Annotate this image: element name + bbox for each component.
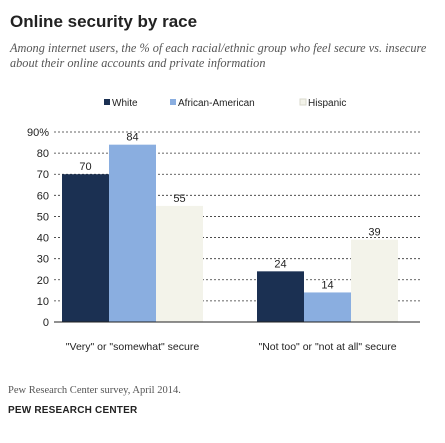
data-label: 84 [126, 132, 138, 144]
y-tick-label: 90% [27, 127, 49, 139]
bar [351, 239, 398, 322]
legend-label: White [112, 98, 138, 109]
legend-label: Hispanic [308, 98, 346, 109]
source-note: Pew Research Center survey, April 2014. [8, 385, 181, 396]
legend-label: African-American [178, 98, 255, 109]
x-category-label: "Not too" or "not at all" secure [258, 341, 396, 353]
data-label: 24 [274, 258, 286, 270]
y-tick-label: 70 [37, 169, 49, 181]
y-tick-label: 80 [37, 148, 49, 160]
y-tick-label: 30 [37, 254, 49, 266]
x-category-label: "Very" or "somewhat" secure [66, 341, 200, 353]
legend: White African-American Hispanic [104, 98, 346, 109]
y-tick-label: 50 [37, 211, 49, 223]
data-label: 39 [368, 227, 380, 239]
organization-name: PEW RESEARCH CENTER [8, 405, 138, 416]
bar-chart: 70 84 55 24 14 39 90% 80 70 60 50 40 30 20 10 0 "Very" … [27, 98, 420, 353]
bar [304, 292, 351, 322]
y-tick-label: 60 [37, 190, 49, 202]
y-tick-label: 20 [37, 275, 49, 287]
bars [62, 144, 398, 322]
bar [257, 271, 304, 322]
legend-swatch [104, 99, 110, 105]
data-label: 55 [173, 193, 185, 205]
chart-subtitle: Among internet users, the % of each raci… [10, 41, 427, 70]
bar [109, 144, 156, 322]
axes: 90% 80 70 60 50 40 30 20 10 0 "Very" or "somewhat"… [27, 127, 420, 353]
data-label: 70 [79, 161, 91, 173]
data-labels: 70 84 55 24 14 39 [79, 132, 380, 292]
legend-swatch [299, 98, 307, 106]
bar [156, 205, 203, 322]
chart-title: Online security by race [10, 12, 198, 31]
data-label: 14 [321, 279, 333, 291]
y-tick-label: 0 [43, 317, 49, 329]
bar [62, 174, 109, 322]
y-tick-label: 40 [37, 233, 49, 245]
legend-swatch [170, 99, 176, 105]
y-tick-label: 10 [37, 296, 49, 308]
